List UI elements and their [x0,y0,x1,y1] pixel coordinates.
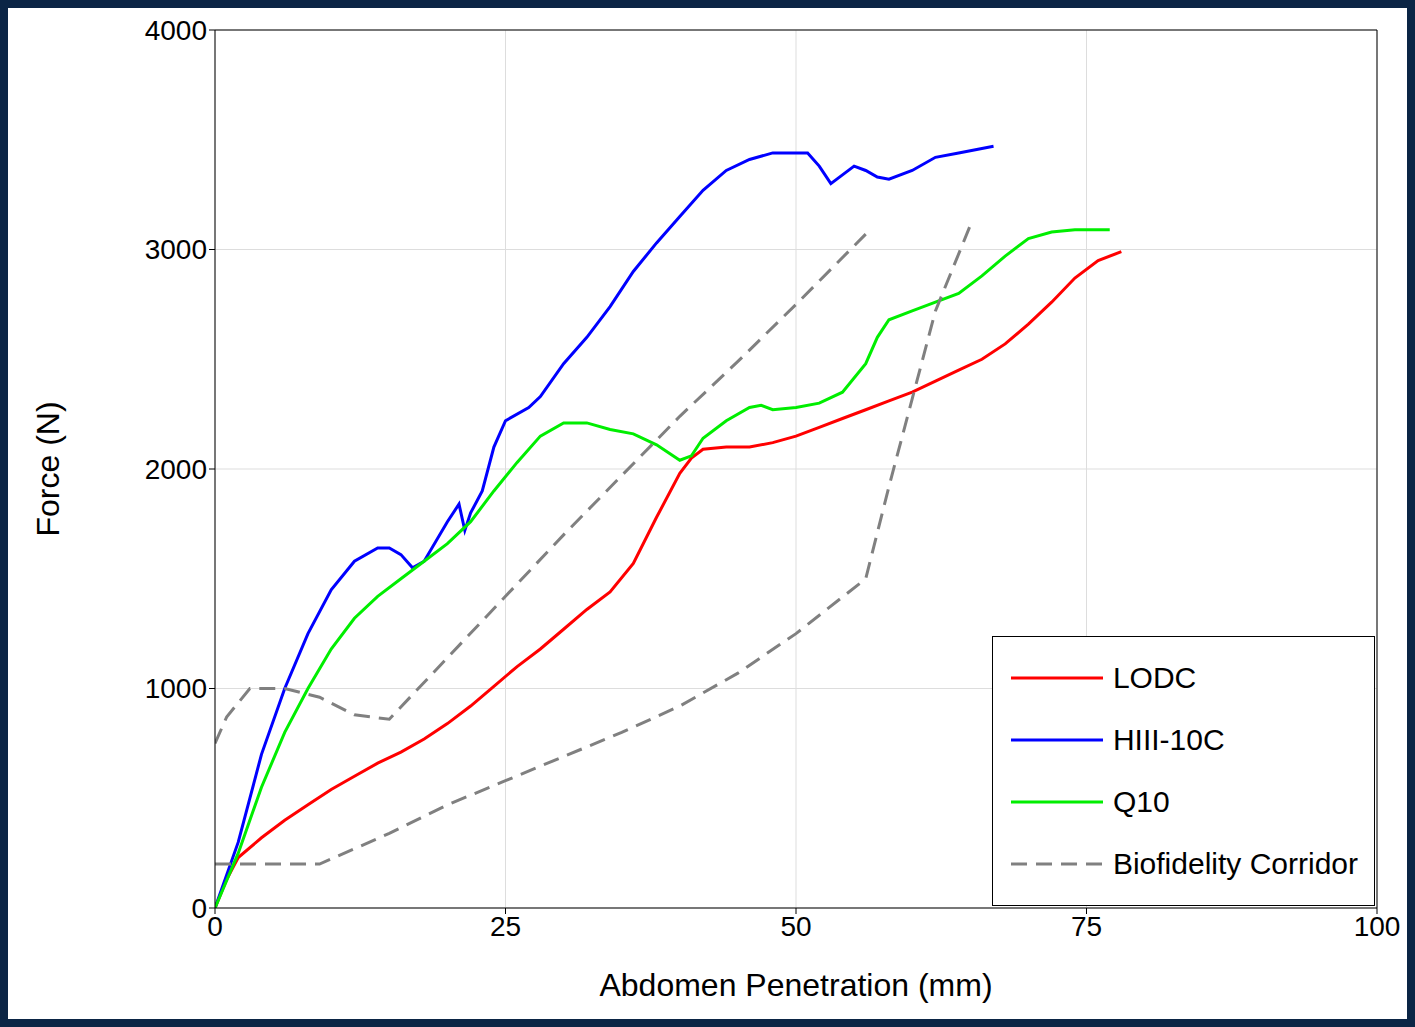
html-text:Q10: Q10 [1112,785,1170,818]
svg-text:Abdomen Penetration (mm): Abdomen Penetration (mm) [599,967,992,1003]
svg-text:4000: 4000 [145,15,207,46]
html-text:Biofidelity Corridor: Biofidelity Corridor [1112,847,1358,880]
svg-text:50: 50 [780,911,811,942]
svg-text:2000: 2000 [145,454,207,485]
svg-text:3000: 3000 [145,234,207,265]
svg-text:100: 100 [1354,911,1401,942]
svg-text:25: 25 [490,911,521,942]
svg-text:0: 0 [191,893,207,924]
svg-text:Force (N): Force (N) [30,401,66,536]
html-text:HIII-10C: HIII-10C [1112,723,1225,756]
svg-text:75: 75 [1071,911,1102,942]
svg-text:1000: 1000 [145,673,207,704]
html-text:LODC: LODC [1112,661,1197,694]
svg-text:0: 0 [207,911,223,942]
